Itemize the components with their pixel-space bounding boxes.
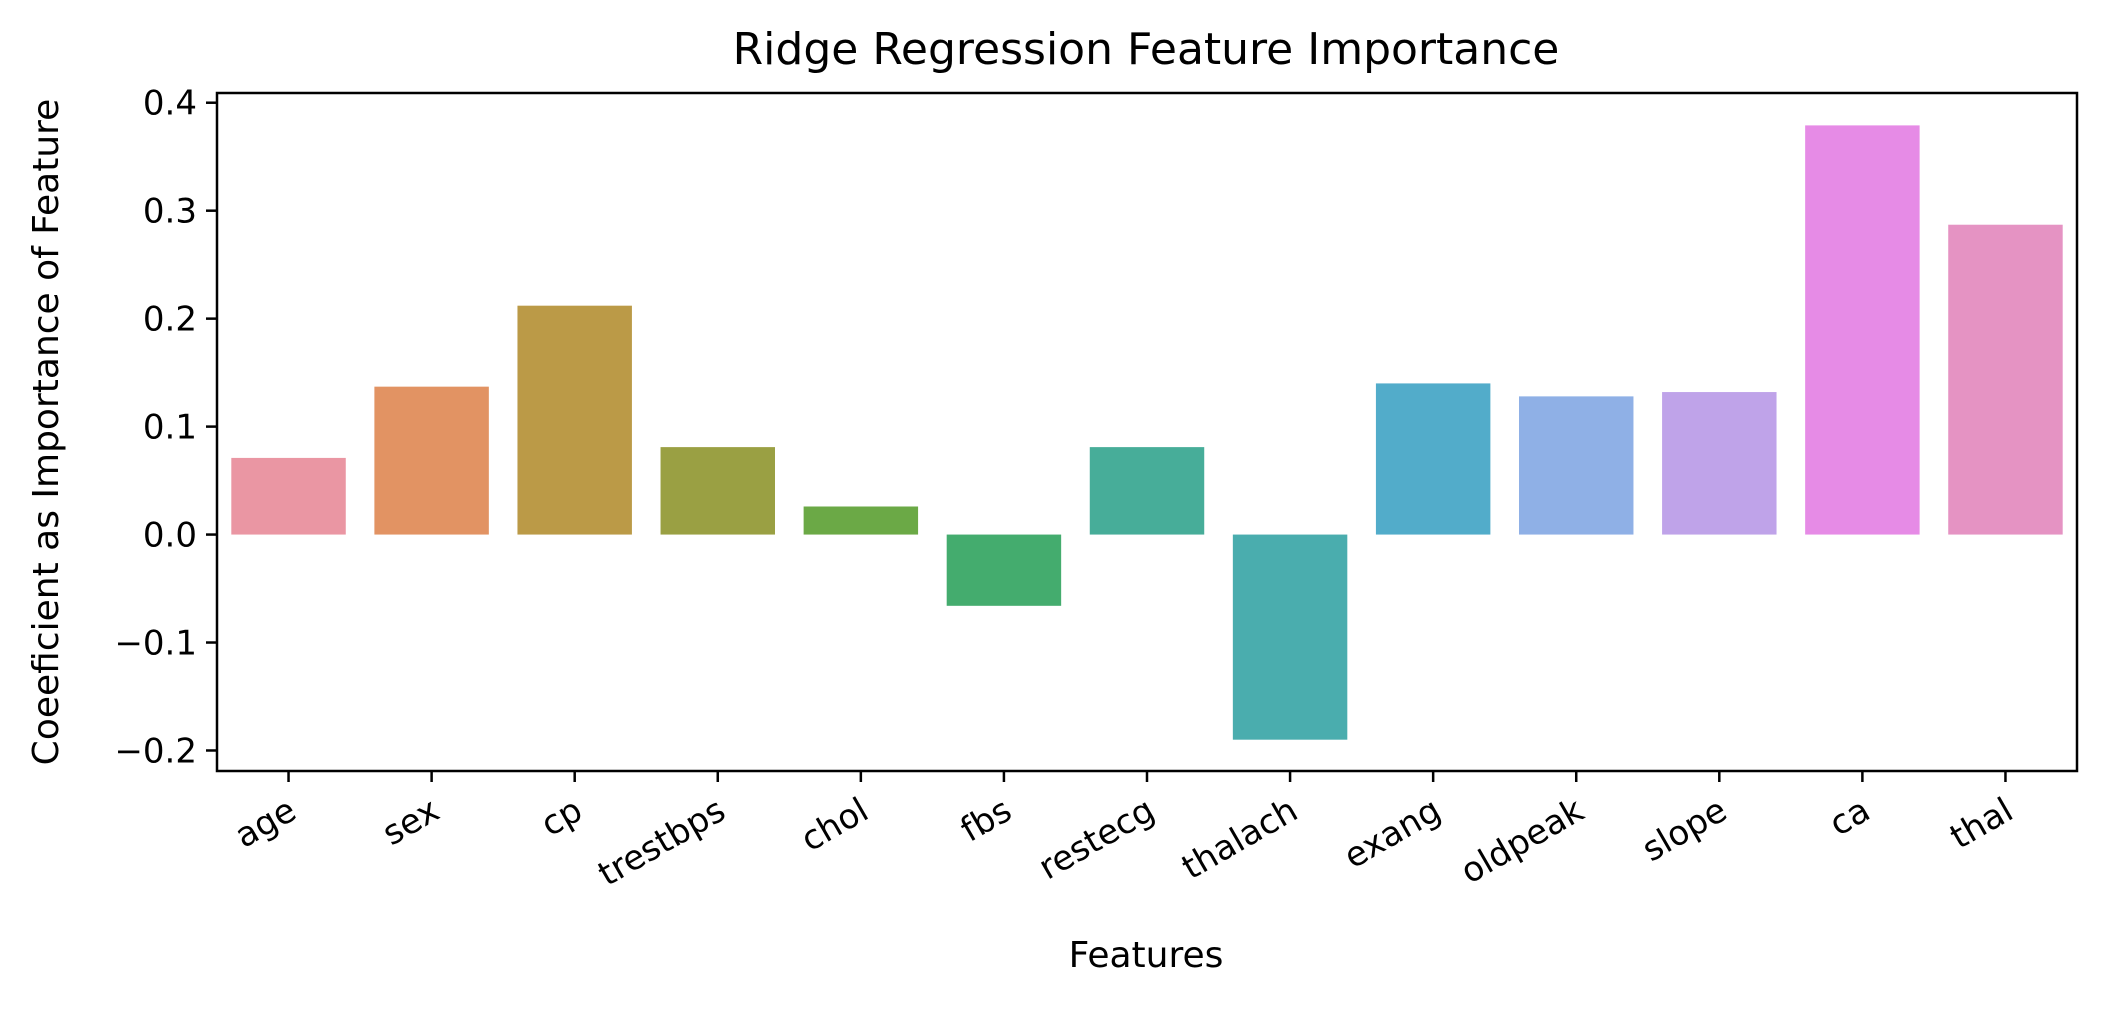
chart-title: Ridge Regression Feature Importance bbox=[733, 24, 1560, 75]
x-tick-label-age: age bbox=[228, 790, 303, 856]
bar-age bbox=[231, 457, 346, 535]
bar-oldpeak bbox=[1519, 396, 1634, 535]
bar-exang bbox=[1375, 383, 1491, 535]
x-tick-label-fbs: fbs bbox=[954, 790, 1018, 850]
y-tick-label: 0.2 bbox=[143, 300, 197, 340]
x-tick-label-sex: sex bbox=[376, 790, 446, 854]
x-tick-label-trestbps: trestbps bbox=[592, 790, 733, 894]
bar-chol bbox=[803, 506, 919, 535]
bar-restecg bbox=[1089, 447, 1205, 535]
x-tick-label-chol: chol bbox=[794, 790, 875, 860]
x-tick-label-thal: thal bbox=[1944, 790, 2020, 857]
plot-frame bbox=[215, 91, 2079, 773]
bar-thalach bbox=[1232, 534, 1348, 740]
x-tick-label-restecg: restecg bbox=[1032, 790, 1161, 888]
x-tick-label-exang: exang bbox=[1337, 790, 1447, 877]
bar-sex bbox=[374, 386, 489, 535]
y-axis-label: Coeeficient as Importance of Feature bbox=[26, 99, 67, 766]
y-axis: 0.4 0.3 0.2 0.1 0.0 −0.1 −0.2 bbox=[114, 84, 217, 771]
y-tick-label: 0.0 bbox=[143, 516, 197, 556]
bar-thal bbox=[1948, 224, 2063, 535]
y-tick-label: 0.1 bbox=[143, 408, 197, 448]
x-axis: age sex cp trestbps chol fbs restecg thalach exa… bbox=[228, 771, 2020, 894]
x-tick-label-cp: cp bbox=[534, 790, 589, 845]
bar-slope bbox=[1662, 392, 1777, 535]
bar-trestbps bbox=[660, 447, 775, 535]
x-tick-label-oldpeak: oldpeak bbox=[1454, 790, 1591, 892]
y-tick-label: −0.2 bbox=[114, 731, 197, 771]
x-axis-label: Features bbox=[1069, 935, 1224, 976]
y-tick-label: −0.1 bbox=[114, 624, 197, 664]
x-tick-label-slope: slope bbox=[1635, 790, 1733, 870]
y-tick-label: 0.3 bbox=[143, 192, 197, 232]
bars-group bbox=[231, 125, 2063, 740]
x-tick-label-ca: ca bbox=[1823, 790, 1877, 844]
bar-cp bbox=[517, 305, 632, 535]
x-tick-label-thalach: thalach bbox=[1175, 790, 1304, 888]
y-tick-label: 0.4 bbox=[143, 84, 197, 124]
bar-ca bbox=[1805, 125, 1920, 535]
bar-fbs bbox=[946, 534, 1062, 606]
